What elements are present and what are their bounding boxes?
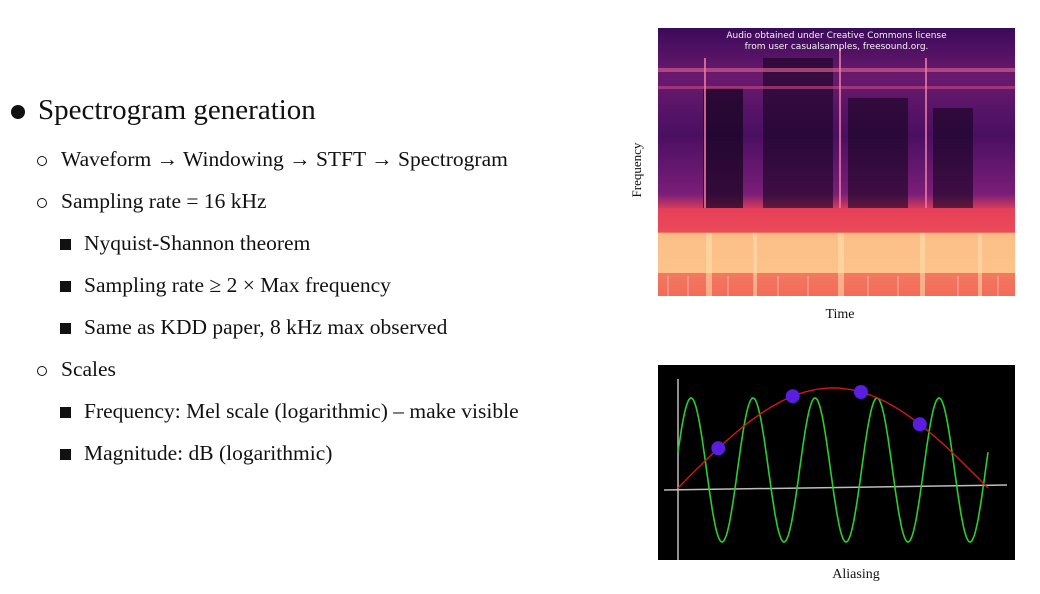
bullet-text: Magnitude: dB (logarithmic)	[84, 441, 333, 465]
bullet-square	[60, 281, 71, 292]
sample-point	[711, 441, 726, 456]
bullet-circle	[37, 366, 47, 376]
bullet-text: Same as KDD paper, 8 kHz max observed	[84, 315, 448, 339]
frequency-axis-label: Frequency	[629, 142, 644, 198]
sampled-signal-wave	[677, 397, 989, 543]
bullet-text: Nyquist-Shannon theorem	[84, 231, 311, 255]
sample-point	[853, 385, 868, 399]
aliasing-illustration	[658, 365, 1015, 560]
bullet-text: Sampling rate ≥ 2 × Max frequency	[84, 273, 391, 297]
time-axis-label: Time	[825, 307, 855, 322]
bullet-text: Frequency: Mel scale (logarithmic) – mak…	[84, 399, 519, 423]
credit-line: Audio obtained under Creative Commons li…	[726, 31, 947, 41]
sample-points	[711, 385, 927, 456]
sample-point	[785, 389, 800, 404]
bullet-circle	[37, 198, 47, 208]
bullet-text: Waveform → Windowing → STFT → Spectrogra…	[61, 147, 508, 171]
bullet-square	[60, 323, 71, 334]
aliasing-caption: Aliasing	[832, 567, 880, 582]
sample-point	[912, 417, 927, 432]
spectrogram-image: Audio obtained under Creative Commons li…	[658, 28, 1015, 296]
audio-credit: Audio obtained under Creative Commons li…	[658, 31, 1015, 53]
credit-line: from user casualsamples, freesound.org.	[744, 42, 929, 52]
bullet-circle	[37, 156, 47, 166]
bullet-text: Scales	[61, 357, 116, 381]
aliased-signal-curve	[677, 387, 989, 489]
bullet-text: Sampling rate = 16 kHz	[61, 189, 267, 213]
x-axis	[663, 484, 1008, 491]
bullet-square	[60, 407, 71, 418]
bullet-square	[60, 449, 71, 460]
bullet-disc	[11, 105, 25, 119]
bullet-square	[60, 239, 71, 250]
slide-heading: Spectrogram generation	[38, 94, 316, 126]
